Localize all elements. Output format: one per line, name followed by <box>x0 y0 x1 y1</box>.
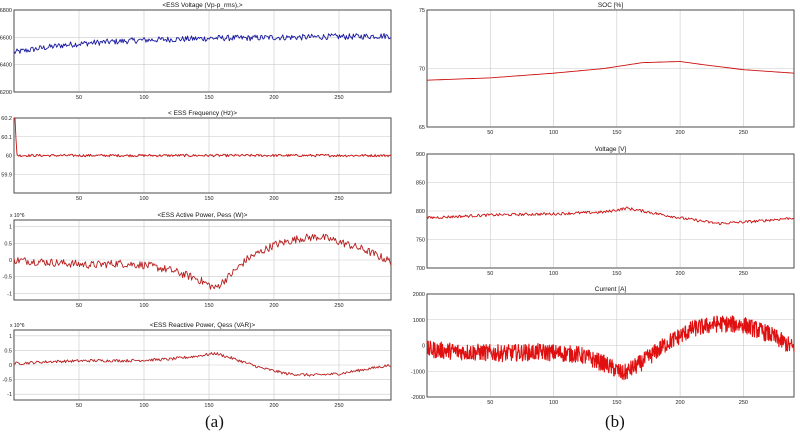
y-tick-label: 750 <box>416 238 425 244</box>
series-line-1 <box>13 33 392 54</box>
y-tick-label: 59.9 <box>1 172 12 178</box>
chart-panel-2: 50 100 150 200 250 59.9 60 60.1 60.2 < ESS Freque… <box>1 110 392 202</box>
y-tick-label: 6200 <box>0 90 12 96</box>
y-tick-label: 75 <box>419 8 425 14</box>
chart-title: Voltage [V] <box>595 146 627 153</box>
chart-panel-5: 50 100 150 200 250 65 70 75 SOC [%] <box>419 2 795 136</box>
y-tick-label: -0.5 <box>3 378 12 384</box>
series-line-1 <box>426 61 795 81</box>
x-tick-label: 200 <box>269 95 278 101</box>
x-tick-label: 50 <box>76 95 82 101</box>
x-tick-label: 50 <box>487 130 493 136</box>
x-tick-label: 250 <box>334 303 343 309</box>
x-tick-label: 250 <box>739 271 748 277</box>
y-tick-label: 0 <box>422 344 425 350</box>
x-tick-label: 250 <box>334 196 343 202</box>
x-tick-label: 200 <box>676 130 685 136</box>
y-tick-label: 1 <box>9 334 12 340</box>
x-tick-label: 150 <box>612 400 621 406</box>
x-tick-label: 100 <box>549 130 558 136</box>
chart-title: <ESS Voltage (Vp-p_rms),> <box>162 2 242 9</box>
series-line-1 <box>13 352 392 377</box>
plot-area <box>13 9 392 93</box>
x-tick-label: 100 <box>139 303 148 309</box>
axis-exponent: x 10^6 <box>10 323 25 329</box>
x-tick-label: 250 <box>739 130 748 136</box>
x-tick-label: 100 <box>549 400 558 406</box>
plot-frame <box>13 117 392 194</box>
y-tick-label: 6400 <box>0 63 12 69</box>
series-line-1 <box>426 206 795 226</box>
y-tick-label: 60 <box>6 154 12 160</box>
x-tick-label: 150 <box>612 130 621 136</box>
x-tick-label: 250 <box>739 400 748 406</box>
chart-panel-6: 50 100 150 200 250 700 750 800 850 900 Voltage [V] <box>416 146 795 277</box>
x-tick-label: 200 <box>269 196 278 202</box>
y-tick-label: 70 <box>419 67 425 73</box>
y-tick-label: -2000 <box>411 395 425 401</box>
x-tick-label: 100 <box>139 95 148 101</box>
x-tick-label: 50 <box>76 303 82 309</box>
x-tick-label: 100 <box>139 196 148 202</box>
x-tick-label: 50 <box>487 400 493 406</box>
x-tick-label: 50 <box>76 403 82 409</box>
series-line-1 <box>14 117 392 158</box>
x-tick-label: 50 <box>487 271 493 277</box>
x-tick-label: 150 <box>204 95 213 101</box>
y-tick-label: 6800 <box>0 8 12 14</box>
chart-title: <ESS Reactive Power, Qess (VAR)> <box>150 322 256 329</box>
x-tick-label: 200 <box>269 303 278 309</box>
y-tick-label: 60.2 <box>1 116 12 122</box>
y-tick-label: 1000 <box>413 318 425 324</box>
x-tick-label: 150 <box>204 303 213 309</box>
chart-panel-3: 50 100 150 200 250 -1 -0.5 0 0.5 1 <ESS Active Pow… <box>3 212 392 309</box>
plot-frame <box>13 9 392 93</box>
x-tick-label: 50 <box>76 196 82 202</box>
chart-title: SOC [%] <box>598 2 623 9</box>
y-tick-label: 0 <box>9 363 12 369</box>
plot-frame <box>426 9 795 128</box>
y-tick-label: 850 <box>416 181 425 187</box>
y-tick-label: -1000 <box>411 369 425 375</box>
plot-frame <box>426 153 795 269</box>
y-tick-label: -1 <box>7 392 12 398</box>
chart-panel-4: 50 100 150 200 250 -1 -0.5 0 0.5 1 <ESS Reactive P… <box>3 322 392 409</box>
axis-exponent: x 10^6 <box>10 213 25 219</box>
x-tick-label: 150 <box>204 196 213 202</box>
y-tick-label: 1 <box>9 225 12 231</box>
y-tick-label: -1 <box>7 291 12 297</box>
y-tick-label: 0.5 <box>4 348 12 354</box>
plot-frame <box>426 293 795 398</box>
x-tick-label: 200 <box>676 400 685 406</box>
y-tick-label: 700 <box>416 266 425 272</box>
y-tick-label: -0.5 <box>3 275 12 281</box>
chart-title: Current [A] <box>595 286 627 293</box>
panel-label-a: (a) <box>205 412 224 431</box>
chart-title: <ESS Active Power, Pess (W)> <box>158 212 248 219</box>
x-tick-label: 200 <box>269 403 278 409</box>
x-tick-label: 150 <box>204 403 213 409</box>
chart-panel-7: 50 100 150 200 250 -2000 -1000 0 1000 2000 Current… <box>411 286 795 406</box>
y-tick-label: 6600 <box>0 35 12 41</box>
series-line-1 <box>426 315 795 381</box>
x-tick-label: 250 <box>334 95 343 101</box>
y-tick-label: 65 <box>419 125 425 131</box>
y-tick-label: 2000 <box>413 292 425 298</box>
x-tick-label: 100 <box>549 271 558 277</box>
y-tick-label: 900 <box>416 152 425 158</box>
y-tick-label: 60.1 <box>1 135 12 141</box>
panel-label-b: (b) <box>605 412 625 431</box>
plot-frame <box>13 329 392 401</box>
y-tick-label: 0 <box>9 258 12 264</box>
series-line-1 <box>13 233 392 290</box>
y-tick-label: 800 <box>416 209 425 215</box>
chart-title: < ESS Frequency (Hz)> <box>168 110 237 117</box>
y-tick-label: 0.5 <box>4 241 12 247</box>
x-tick-label: 150 <box>612 271 621 277</box>
x-tick-label: 100 <box>139 403 148 409</box>
x-tick-label: 250 <box>334 403 343 409</box>
x-tick-label: 200 <box>676 271 685 277</box>
chart-panel-1: 50 100 150 200 250 6200 6400 6600 6800 <ESS Volta… <box>0 2 392 101</box>
